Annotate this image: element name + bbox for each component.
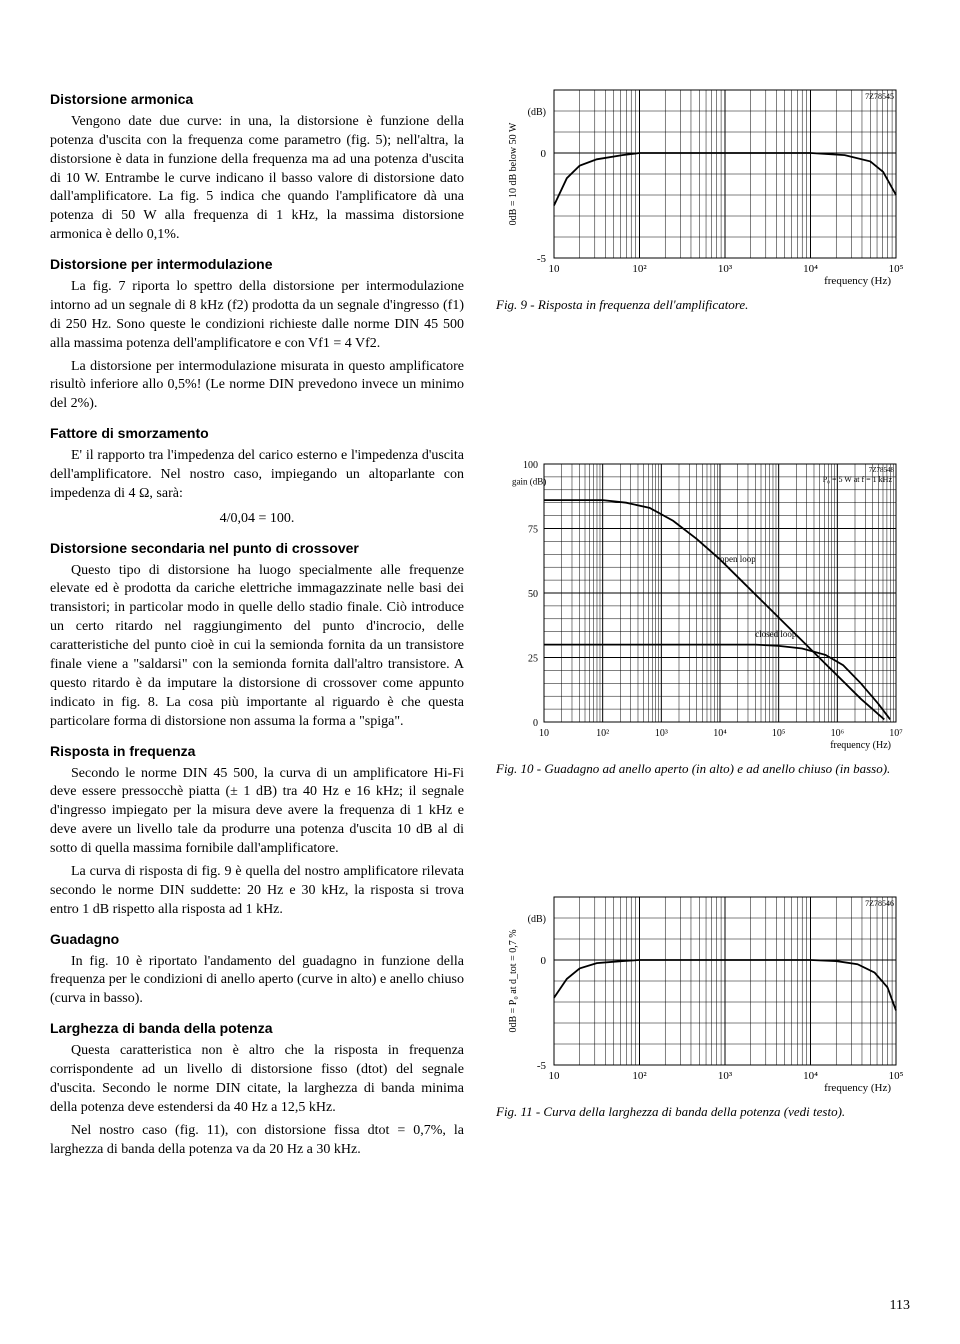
svg-text:10³: 10³ (718, 1070, 733, 1082)
heading-risposta-frequenza: Risposta in frequenza (50, 742, 464, 761)
svg-text:frequency (Hz): frequency (Hz) (830, 740, 891, 751)
para-sec4-1: Questo tipo di distorsione ha luogo spec… (50, 562, 464, 732)
chart-fig10: 0 25 50 75 100 gain (dB) 10 10² 10³ 10⁴ 10⁵ 10⁶ 10⁷f… (496, 454, 906, 754)
svg-text:gain (dB): gain (dB) (512, 476, 546, 486)
svg-text:P₀ = 5 W at f = 1 kHz: P₀ = 5 W at f = 1 kHz (823, 475, 893, 484)
svg-text:10: 10 (549, 263, 561, 275)
svg-text:10²: 10² (632, 263, 647, 275)
para-sec2-2: La distorsione per intermodulazione misu… (50, 358, 464, 415)
svg-text:10⁵: 10⁵ (889, 263, 904, 275)
para-sec5-1: Secondo le norme DIN 45 500, la curva di… (50, 765, 464, 859)
figure-11: 0 -5 (dB) 10 10² 10³ 10⁴ 10⁵frequency (Hz) 0dB =… (496, 887, 910, 1121)
heading-intermodulazione: Distorsione per intermodulazione (50, 255, 464, 274)
heading-fattore-smorzamento: Fattore di smorzamento (50, 424, 464, 443)
chart-fig11: 0 -5 (dB) 10 10² 10³ 10⁴ 10⁵frequency (Hz) 0dB =… (496, 887, 906, 1097)
svg-text:10³: 10³ (655, 728, 668, 739)
para-sec1-1: Vengono date due curve: in una, la disto… (50, 113, 464, 245)
svg-text:50: 50 (528, 589, 538, 600)
svg-text:100: 100 (523, 460, 538, 471)
svg-text:7Z78546: 7Z78546 (865, 899, 894, 908)
caption-fig11: Fig. 11 - Curva della larghezza di banda… (496, 1103, 910, 1121)
svg-text:0: 0 (541, 955, 547, 967)
svg-text:10⁴: 10⁴ (713, 728, 727, 739)
svg-text:(dB): (dB) (528, 107, 546, 118)
svg-text:10⁷: 10⁷ (889, 728, 903, 739)
figure-9: 0 -5 (dB) 10 10² 10³ 10⁴ 10⁵frequency (Hz) 0dB =… (496, 80, 910, 314)
heading-distorsione-armonica: Distorsione armonica (50, 90, 464, 109)
svg-text:frequency (Hz): frequency (Hz) (824, 275, 891, 287)
svg-text:0dB = 10 dB below 50 W: 0dB = 10 dB below 50 W (508, 122, 519, 225)
caption-fig10: Fig. 10 - Guadagno ad anello aperto (in … (496, 760, 910, 778)
svg-text:(dB): (dB) (528, 914, 546, 925)
heading-crossover: Distorsione secondaria nel punto di cros… (50, 539, 464, 558)
svg-text:10: 10 (549, 1070, 561, 1082)
caption-fig9: Fig. 9 - Risposta in frequenza dell'ampl… (496, 296, 910, 314)
svg-text:10⁴: 10⁴ (803, 1070, 818, 1082)
svg-text:-5: -5 (537, 1060, 547, 1072)
svg-text:open loop: open loop (720, 554, 756, 564)
svg-text:0dB = P₀ at d_tot = 0,7 %: 0dB = P₀ at d_tot = 0,7 % (508, 930, 519, 1033)
right-figure-column: 0-5(dB)1010²10³10⁴10⁵frequency (Hz)0dB =… (496, 80, 910, 1163)
svg-text:10⁵: 10⁵ (772, 728, 786, 739)
svg-text:10³: 10³ (718, 263, 733, 275)
svg-text:10²: 10² (596, 728, 609, 739)
svg-text:7Z78548: 7Z78548 (869, 466, 895, 474)
svg-text:7Z78545: 7Z78545 (865, 92, 894, 101)
svg-text:25: 25 (528, 653, 538, 664)
svg-text:10: 10 (539, 728, 549, 739)
svg-text:10⁴: 10⁴ (803, 263, 818, 275)
para-sec6-1: In fig. 10 è riportato l'andamento del g… (50, 953, 464, 1010)
svg-text:0: 0 (541, 148, 547, 160)
svg-text:10⁶: 10⁶ (831, 728, 845, 739)
para-sec7-1: Questa caratteristica non è altro che la… (50, 1042, 464, 1118)
para-sec2-1: La fig. 7 riporta lo spettro della disto… (50, 278, 464, 354)
heading-guadagno: Guadagno (50, 930, 464, 949)
figure-10: 0 25 50 75 100 gain (dB) 10 10² 10³ 10⁴ 10⁵ 10⁶ 10⁷f… (496, 454, 910, 778)
svg-text:-5: -5 (537, 253, 547, 265)
formula-smorzamento: 4/0,04 = 100. (50, 510, 464, 529)
heading-larghezza-banda: Larghezza di banda della potenza (50, 1019, 464, 1038)
svg-text:closed loop: closed loop (755, 628, 797, 638)
svg-text:75: 75 (528, 524, 538, 535)
left-text-column: Distorsione armonica Vengono date due cu… (50, 80, 464, 1163)
chart-fig9: 0 -5 (dB) 10 10² 10³ 10⁴ 10⁵frequency (Hz) 0dB =… (496, 80, 906, 290)
para-sec7-2: Nel nostro caso (fig. 11), con distorsio… (50, 1122, 464, 1160)
svg-text:0: 0 (533, 718, 538, 729)
para-sec3-1: E' il rapporto tra l'impedenza del caric… (50, 447, 464, 504)
page-number: 113 (890, 1297, 910, 1316)
para-sec5-2: La curva di risposta di fig. 9 è quella … (50, 863, 464, 920)
svg-text:10⁵: 10⁵ (889, 1070, 904, 1082)
svg-text:10²: 10² (632, 1070, 647, 1082)
svg-text:frequency (Hz): frequency (Hz) (824, 1082, 891, 1094)
